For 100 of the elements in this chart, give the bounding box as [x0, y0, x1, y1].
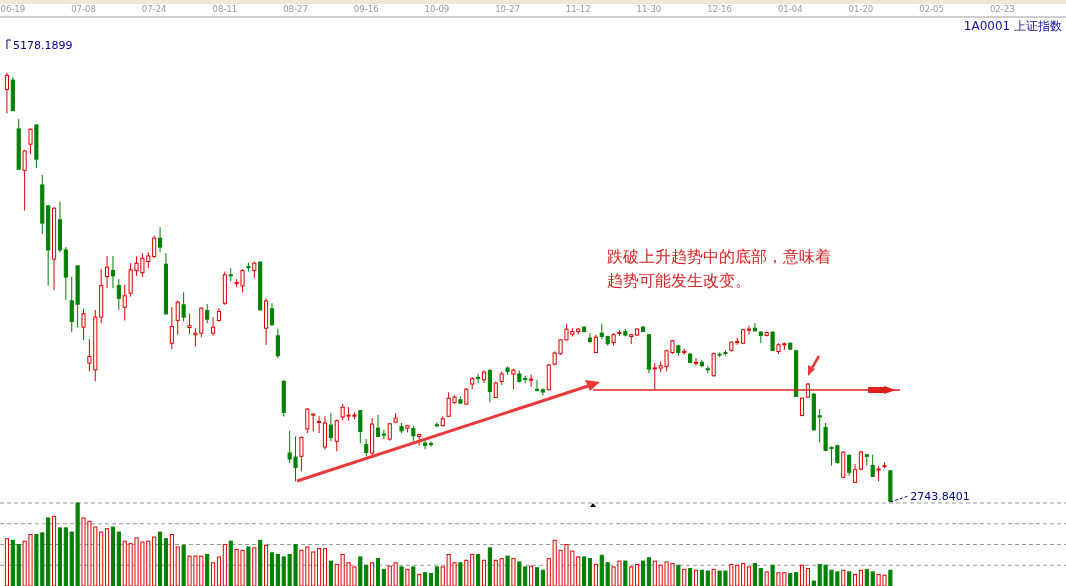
bar — [770, 564, 775, 586]
x-tick-label: 08-27 — [283, 4, 308, 14]
candlestick — [81, 308, 86, 341]
bar — [269, 552, 275, 586]
bar — [258, 539, 263, 586]
candlestick — [105, 255, 110, 289]
bar — [534, 567, 540, 586]
candlestick — [269, 302, 275, 327]
x-tick-label: 12-16 — [707, 4, 732, 14]
bar — [640, 560, 646, 586]
bar — [434, 566, 439, 586]
candlestick — [110, 255, 116, 289]
candlestick — [181, 291, 186, 323]
bar — [699, 569, 704, 586]
bar — [381, 568, 386, 586]
candlestick — [587, 332, 593, 344]
text: 5178.1899 — [12, 39, 73, 52]
candlestick — [746, 325, 752, 335]
candlestick — [175, 300, 180, 336]
x-tick-label: 02-23 — [989, 4, 1015, 14]
bar — [476, 553, 481, 586]
bar — [428, 573, 434, 586]
bar — [63, 527, 68, 586]
x-tick-label: 10-27 — [495, 4, 520, 14]
candlestick — [158, 226, 163, 253]
x-tick-label: 07-08 — [71, 4, 96, 14]
candlestick — [169, 306, 174, 350]
bar — [163, 538, 169, 586]
x-tick-label: 06-19 — [0, 4, 26, 14]
bar — [688, 568, 693, 586]
bar — [676, 564, 681, 586]
bar — [116, 531, 121, 586]
x-tick-label: 08-11 — [212, 4, 238, 14]
bar — [752, 563, 757, 586]
candlestick — [328, 412, 333, 442]
bar — [487, 547, 492, 586]
candlestick — [852, 463, 858, 484]
bar — [181, 544, 186, 586]
candlestick — [358, 410, 363, 444]
candlestick — [428, 440, 434, 447]
x-tick-label: 01-04 — [777, 4, 803, 14]
candlestick — [423, 440, 428, 450]
candlestick — [534, 379, 540, 392]
bar — [411, 566, 416, 586]
candlestick — [752, 322, 757, 333]
chart-title: 1A0001 上证指数 — [963, 19, 1062, 33]
candlestick — [317, 415, 322, 434]
bar — [888, 569, 893, 586]
bar — [375, 558, 381, 586]
bar — [458, 562, 463, 586]
candlestick — [122, 284, 127, 321]
bar — [646, 557, 651, 586]
bar — [505, 555, 510, 586]
candlestick — [28, 127, 33, 155]
annotation: 2743.8401 — [910, 490, 970, 503]
bar — [758, 568, 763, 586]
x-tick-label: 01-20 — [848, 4, 874, 14]
bar — [794, 572, 799, 586]
bar — [110, 526, 116, 586]
bar — [275, 553, 280, 586]
bar — [788, 573, 793, 586]
bar — [423, 572, 428, 586]
candlestick — [334, 419, 339, 452]
candlestick — [187, 313, 192, 335]
candlestick — [693, 357, 699, 366]
candlestick — [770, 331, 775, 352]
candlestick — [476, 373, 481, 384]
x-tick-label: 11-30 — [636, 4, 662, 14]
candlestick — [275, 328, 280, 359]
bar — [623, 560, 628, 586]
candlestick — [299, 435, 304, 472]
candlestick — [511, 368, 516, 390]
bar — [16, 544, 21, 586]
candlestick — [870, 454, 875, 478]
candlestick — [487, 368, 492, 403]
candlestick — [847, 453, 852, 477]
bar — [582, 556, 587, 586]
bar — [705, 570, 710, 586]
bar — [158, 531, 163, 586]
bar — [205, 553, 210, 586]
bar — [10, 539, 15, 586]
bar — [399, 566, 404, 586]
bar — [57, 527, 63, 586]
x-tick-label: 09-16 — [353, 4, 379, 14]
bar — [228, 540, 233, 586]
bar — [847, 571, 852, 586]
x-tick-label: 07-24 — [141, 4, 167, 14]
annotation: 趋势可能发生改变。 — [607, 271, 751, 290]
candlestick — [211, 316, 216, 337]
candlestick — [205, 303, 210, 324]
candlestick — [381, 429, 386, 440]
bar — [46, 517, 51, 586]
candlestick — [322, 415, 328, 451]
candlestick — [116, 278, 121, 311]
bar — [587, 558, 593, 586]
bar — [540, 569, 545, 586]
candlestick — [4, 72, 10, 114]
x-tick-label: 02-05 — [919, 4, 944, 14]
bar — [246, 546, 251, 586]
annotation: 跌破上升趋势中的底部，意味着 — [607, 247, 831, 266]
